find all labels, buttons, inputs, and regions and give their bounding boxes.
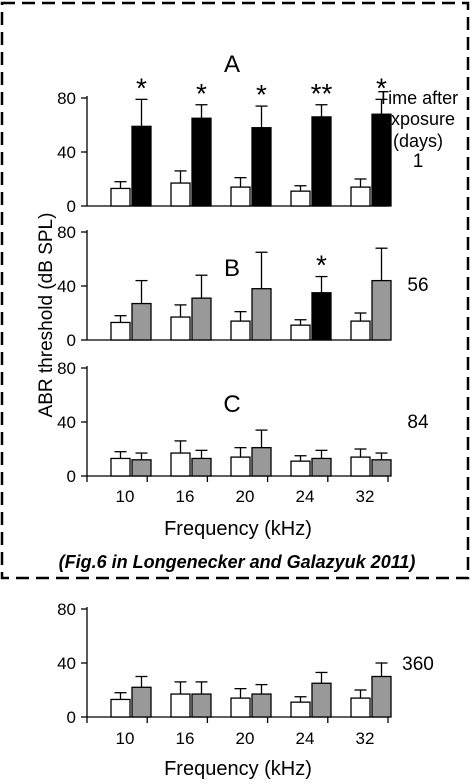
exposed-bar — [131, 459, 152, 477]
exposed-bar — [131, 686, 152, 718]
y-tick-label: 40 — [57, 143, 76, 162]
y-tick-label: 40 — [57, 277, 76, 296]
control-bar — [230, 697, 251, 718]
time-header-line-2: exposure — [381, 109, 455, 129]
control-bar — [170, 452, 191, 477]
chart-panel-C: 0 40 80 10 16 20 24 32 C 84 — [57, 359, 429, 506]
exposed-bar — [311, 292, 332, 341]
exposed-bar — [131, 125, 152, 207]
significance-marker: * — [376, 72, 387, 103]
exposed-bar — [251, 446, 272, 477]
exposed-bar — [311, 682, 332, 718]
exposed-bar — [311, 457, 332, 477]
significance-marker: * — [316, 250, 327, 281]
x-tick-label: 32 — [356, 487, 375, 506]
control-bar — [230, 320, 251, 341]
control-bar — [170, 182, 191, 207]
control-bar — [290, 460, 311, 477]
x-tick-label: 24 — [296, 487, 315, 506]
exposed-bar — [191, 693, 212, 718]
control-bar — [170, 316, 191, 341]
y-tick-label: 80 — [57, 89, 76, 108]
exposed-bar — [371, 113, 392, 207]
y-tick-label: 0 — [67, 197, 76, 216]
y-tick-label: 40 — [57, 413, 76, 432]
exposed-bar — [251, 288, 272, 341]
days-label: 84 — [407, 412, 429, 433]
panel-title: A — [224, 51, 240, 78]
exposed-bar — [191, 457, 212, 477]
y-tick-label: 0 — [67, 331, 76, 350]
exposed-bar — [251, 693, 272, 718]
significance-marker: * — [256, 79, 267, 110]
x-tick-label: 16 — [176, 729, 195, 748]
control-bar — [230, 456, 251, 477]
significance-marker: * — [136, 72, 147, 103]
control-bar — [350, 456, 371, 477]
time-header-line-3: (days) — [393, 131, 443, 151]
x-tick-label: 32 — [356, 729, 375, 748]
significance-marker: ** — [311, 78, 333, 109]
y-tick-label: 0 — [67, 708, 76, 727]
panel-title: C — [223, 391, 240, 418]
control-bar — [290, 190, 311, 207]
control-bar — [350, 186, 371, 207]
x-tick-label: 20 — [236, 729, 255, 748]
dashed-frame — [0, 1, 470, 580]
time-header-line-1: Time after — [378, 88, 458, 108]
x-tick-label: 10 — [116, 487, 135, 506]
control-bar — [350, 697, 371, 718]
exposed-bar — [191, 117, 212, 207]
days-label: 360 — [402, 654, 434, 675]
control-bar — [290, 324, 311, 341]
x-tick-label: 20 — [236, 487, 255, 506]
control-bar — [110, 457, 131, 477]
x-tick-label: 16 — [176, 487, 195, 506]
y-tick-label: 80 — [57, 600, 76, 619]
chart-panel-360: 0 40 80 10 16 20 24 32 360 — [57, 600, 434, 748]
chart-panel-B: 0 40 80 * B 56 — [57, 223, 428, 350]
y-tick-label: 40 — [57, 654, 76, 673]
y-tick-label: 80 — [57, 359, 76, 378]
exposed-bar — [251, 127, 272, 207]
y-axis-label: ABR threshold (dB SPL) — [36, 213, 57, 418]
exposed-bar — [311, 116, 332, 207]
days-label: 1 — [413, 151, 424, 172]
control-bar — [290, 701, 311, 718]
exposed-bar — [191, 297, 212, 341]
control-bar — [170, 693, 191, 718]
y-tick-label: 80 — [57, 223, 76, 242]
control-bar — [230, 186, 251, 207]
control-bar — [350, 320, 371, 341]
exposed-bar — [371, 675, 392, 718]
days-label: 56 — [407, 275, 428, 296]
exposed-bar — [371, 459, 392, 477]
control-bar — [110, 698, 131, 718]
significance-marker: * — [196, 78, 207, 109]
x-axis-label: Frequency (kHz) — [164, 518, 312, 540]
y-tick-label: 0 — [67, 467, 76, 486]
control-bar — [110, 321, 131, 341]
figure-caption: (Fig.6 in Longenecker and Galazyuk 2011) — [59, 552, 416, 572]
x-axis-label-bottom: Frequency (kHz) — [164, 758, 312, 780]
x-tick-label: 24 — [296, 729, 315, 748]
panel-title: B — [224, 255, 240, 282]
x-tick-label: 10 — [116, 729, 135, 748]
exposed-bar — [371, 279, 392, 341]
control-bar — [110, 187, 131, 207]
exposed-bar — [131, 302, 152, 341]
